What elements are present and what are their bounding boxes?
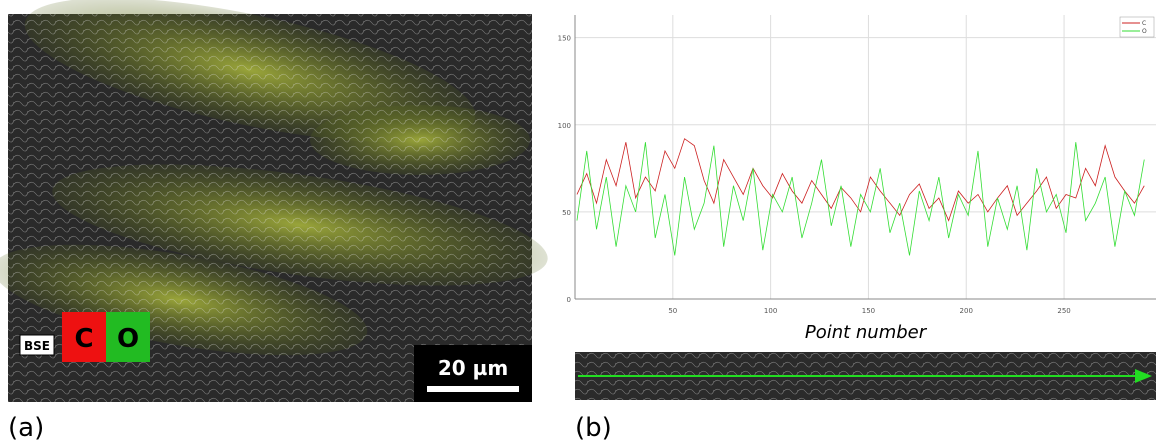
panel-label: (a) bbox=[8, 413, 44, 443]
legend-label: O bbox=[1142, 28, 1147, 35]
badge: O bbox=[117, 324, 139, 354]
panel-label: (b) bbox=[575, 413, 612, 443]
x-tick-label: 100 bbox=[764, 307, 777, 315]
plot-area bbox=[575, 15, 1156, 299]
y-tick-label: 0 bbox=[567, 296, 571, 304]
legend-box bbox=[1119, 16, 1155, 38]
y-tick-label: 50 bbox=[562, 209, 571, 217]
line-series bbox=[576, 138, 1145, 222]
x-tick-label: 200 bbox=[960, 307, 973, 315]
scale-bar-label: 20 µm bbox=[438, 356, 508, 380]
x-tick-label: 150 bbox=[862, 307, 875, 315]
y-tick-label: 150 bbox=[558, 35, 571, 43]
x-tick-label: 50 bbox=[668, 307, 677, 315]
y-tick-label: 100 bbox=[558, 122, 571, 130]
bse-label: BSE bbox=[24, 339, 50, 353]
sem-image: BSE C O 20 µm bbox=[0, 0, 548, 402]
x-tick-label: 250 bbox=[1057, 307, 1070, 315]
x-axis-label: Point number bbox=[805, 322, 928, 343]
badge: C bbox=[74, 324, 93, 354]
legend-label: C bbox=[1142, 20, 1146, 27]
line-scan-strip bbox=[575, 352, 1156, 400]
line-series bbox=[576, 142, 1145, 256]
